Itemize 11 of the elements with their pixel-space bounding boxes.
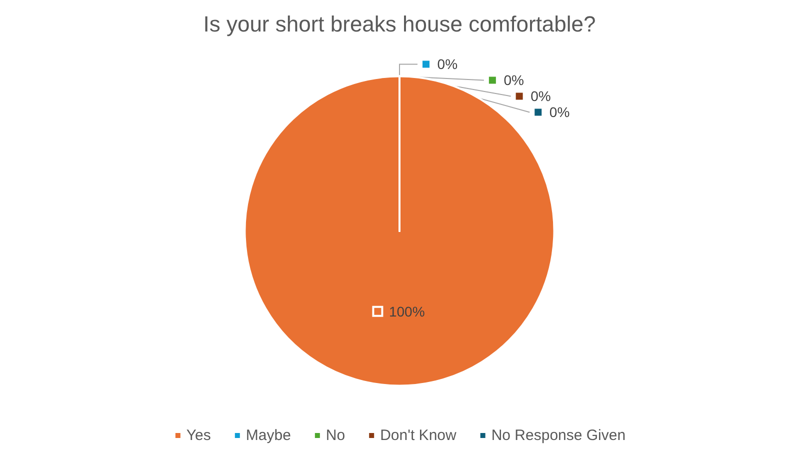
legend-label: Maybe bbox=[246, 427, 291, 444]
text: 0% bbox=[549, 104, 570, 120]
text: 0% bbox=[437, 56, 458, 72]
legend-label: No bbox=[326, 427, 346, 444]
text: 0% bbox=[530, 88, 551, 104]
data-label: 100% bbox=[381, 303, 425, 320]
text: 0% bbox=[504, 72, 524, 88]
legend-label: Don't Know bbox=[380, 427, 456, 444]
legend-label: No Response Given bbox=[491, 427, 626, 444]
legend-label: Yes bbox=[186, 427, 211, 444]
chart-title: Is your short breaks house comfortable? bbox=[203, 12, 596, 36]
